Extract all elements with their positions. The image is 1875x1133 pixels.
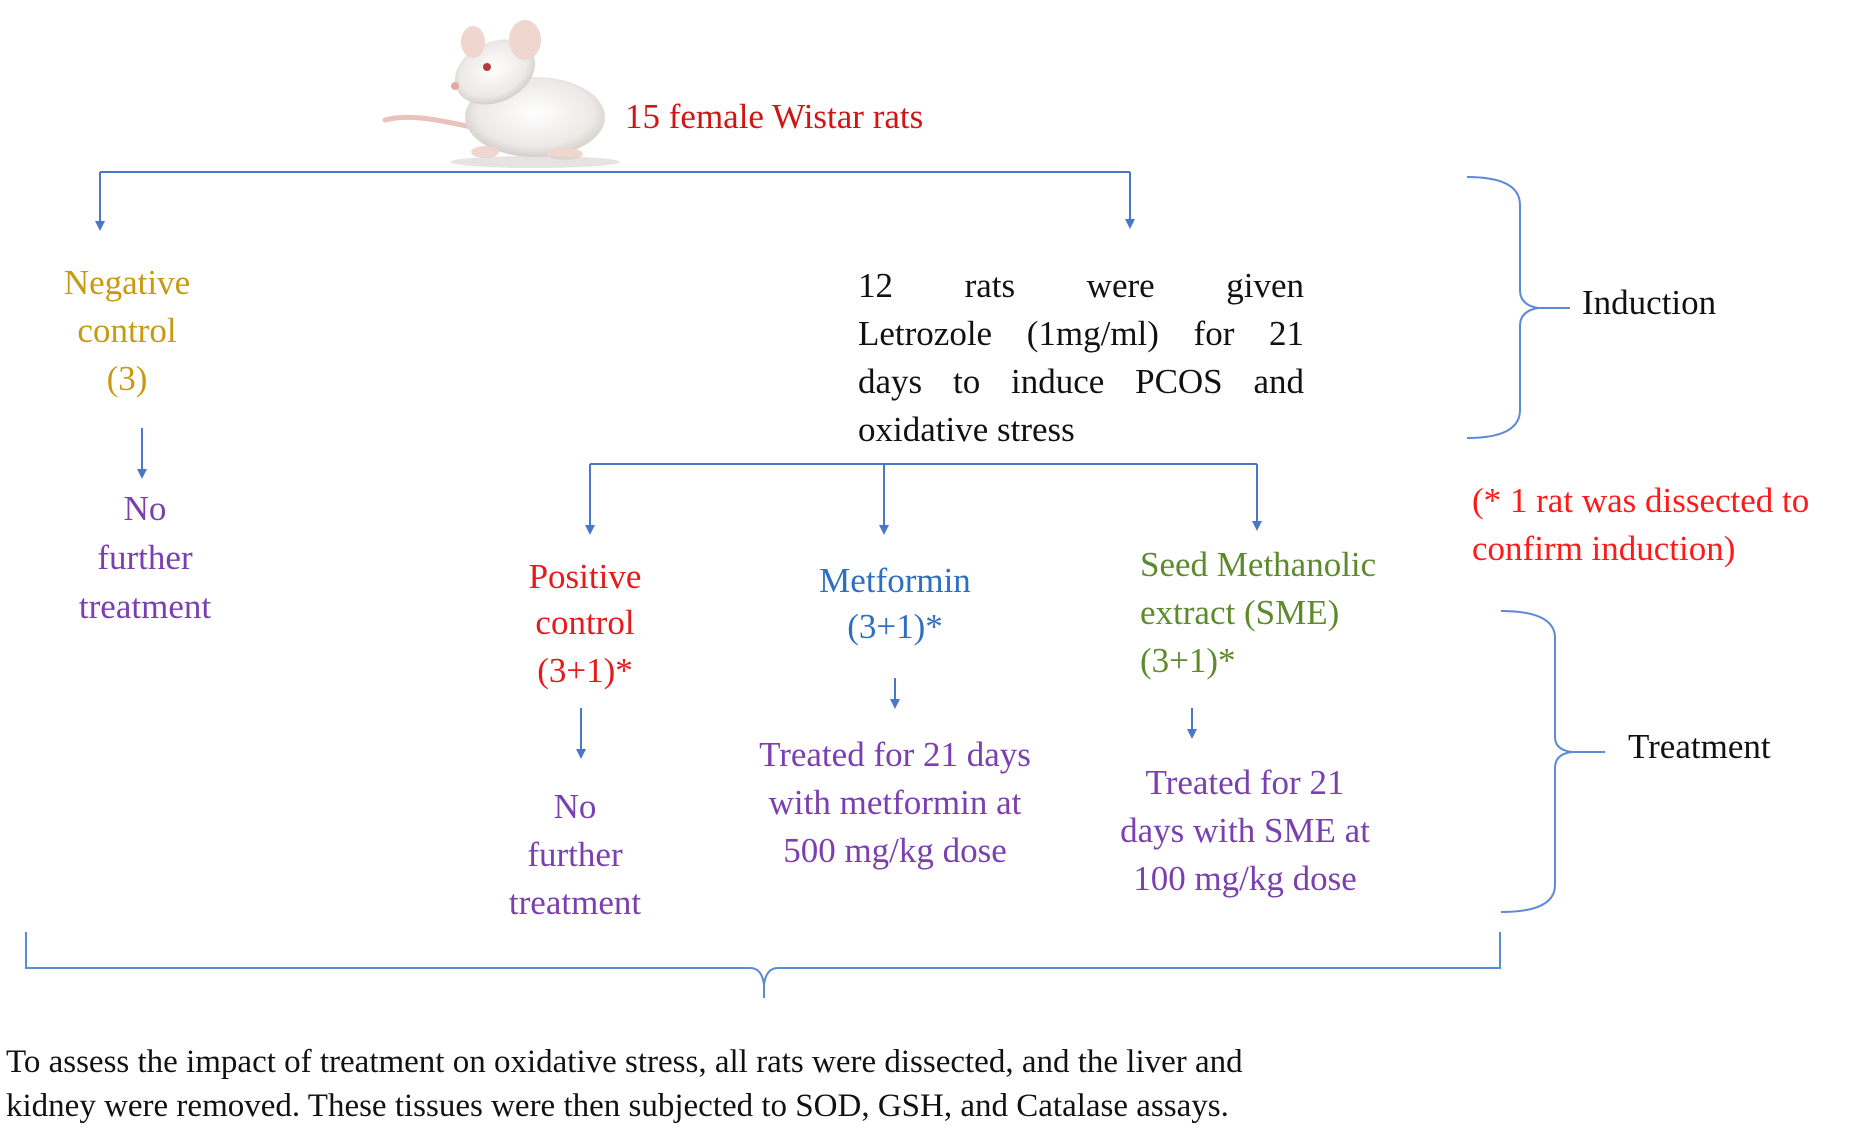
treatment-brace: [1500, 610, 1605, 913]
note-line1: (* 1 rat was dissected to: [1472, 481, 1810, 520]
footer-text: To assess the impact of treatment on oxi…: [6, 1040, 1243, 1128]
negative-outcome-line2: further: [97, 538, 193, 577]
positive-outcome-line2: further: [527, 835, 623, 874]
induction-line3: days to induce PCOS and: [858, 362, 1304, 401]
footer-line1: To assess the impact of treatment on oxi…: [6, 1044, 1243, 1080]
sme-line1: Seed Methanolic: [1140, 545, 1377, 584]
positive-control-line3: (3+1)*: [537, 651, 633, 690]
sme-outcome-line3: 100 mg/kg dose: [1133, 859, 1357, 898]
positive-outcome-line1: No: [553, 787, 597, 826]
negative-outcome-line1: No: [123, 489, 167, 528]
metformin-outcome-line2: with metformin at: [768, 783, 1022, 822]
sme-line3: (3+1)*: [1140, 641, 1236, 680]
sme-line2: extract (SME): [1140, 593, 1340, 632]
phase-treatment-label: Treatment: [1628, 727, 1771, 766]
positive-outcome-line3: treatment: [508, 883, 642, 922]
metformin-outcome-line1: Treated for 21 days: [759, 735, 1031, 774]
positive-control-line2: control: [535, 603, 635, 642]
footer-line2: kidney were removed. These tissues were …: [6, 1088, 1229, 1124]
negative-control-line1: Negative: [63, 263, 191, 302]
bottom-brace: [25, 932, 1501, 998]
metformin-line2: (3+1)*: [847, 607, 943, 646]
negative-control-line2: control: [77, 311, 177, 350]
negative-control-line3: (3): [106, 359, 148, 398]
induction-brace: [1466, 176, 1570, 439]
root-label: 15 female Wistar rats: [625, 97, 924, 136]
rat-image: [382, 20, 620, 168]
phase-induction-label: Induction: [1582, 283, 1717, 322]
sme-outcome-line2: days with SME at: [1120, 811, 1370, 850]
note-line2: confirm induction): [1472, 529, 1736, 568]
sme-outcome-line1: Treated for 21: [1145, 763, 1345, 802]
metformin-outcome-line3: 500 mg/kg dose: [783, 831, 1007, 870]
metformin-line1: Metformin: [819, 561, 971, 600]
induction-line4: oxidative stress: [858, 410, 1075, 449]
induction-group-text: 12 rats were given Letrozole (1mg/ml) fo…: [858, 262, 1304, 454]
negative-outcome-line3: treatment: [78, 587, 212, 626]
positive-control-line1: Positive: [528, 557, 642, 596]
induction-line1: 12 rats were given: [858, 266, 1304, 305]
induction-line2: Letrozole (1mg/ml) for 21: [858, 314, 1304, 353]
